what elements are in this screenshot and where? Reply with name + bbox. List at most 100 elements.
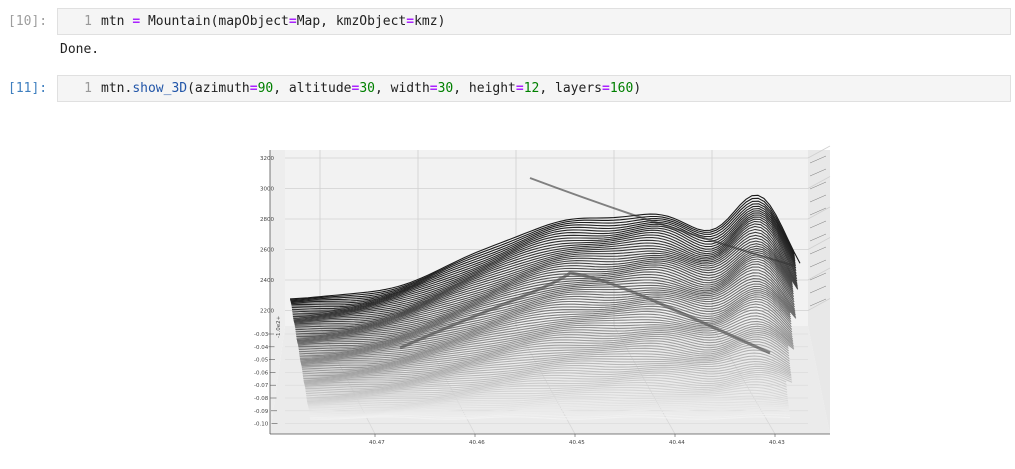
- code-token: 90: [257, 81, 274, 96]
- side-tick-mark: [809, 259, 827, 268]
- contour-layer: [308, 398, 789, 409]
- contour-layer: [309, 407, 790, 415]
- contour-layer: [292, 218, 797, 313]
- side-tick-mark: [809, 155, 827, 164]
- axes-ticks: 3200 3000 2800 2600 2400 2200 40.47 40.46 40.45 4…: [254, 150, 830, 446]
- z-tick-label: 3200: [260, 156, 274, 162]
- contour-layer: [299, 300, 793, 358]
- contour-layer: [301, 327, 795, 370]
- contour-layer: [302, 331, 789, 374]
- contour-layer: [299, 303, 793, 359]
- contour-layer: [290, 205, 796, 304]
- contour-layer: [306, 376, 787, 398]
- code-token: Mountain(mapObject: [140, 14, 289, 29]
- x-gridline-floor: [711, 325, 776, 435]
- z-gridline-side: [807, 145, 831, 159]
- code-token: 12: [523, 81, 540, 96]
- z-tick-label: 2400: [260, 278, 274, 284]
- contour-layer: [298, 285, 791, 346]
- x-tick-label: 40.47: [369, 440, 385, 446]
- contour-layer: [296, 260, 795, 336]
- contour-layer: [305, 363, 792, 389]
- contour-layer: [305, 371, 793, 396]
- contour-layer: [300, 318, 794, 365]
- code-token: mtn.: [101, 81, 133, 96]
- contour-layer: [290, 200, 795, 302]
- contour-layer: [304, 360, 792, 388]
- y-tick-label: -0.04: [254, 345, 269, 351]
- z-gridline-side: [807, 206, 831, 220]
- code-line[interactable]: mtn.show_3D(azimuth=90, altitude=30, wid…: [101, 81, 641, 97]
- side-pane: [808, 150, 830, 434]
- contour-layer: [298, 290, 791, 350]
- side-tick-mark: [809, 207, 827, 216]
- contour-layer: [299, 298, 792, 356]
- x-tick-label: 40.43: [769, 440, 785, 446]
- contour-layer: [304, 352, 791, 384]
- contour-layer: [291, 214, 797, 310]
- contour-layer: [296, 272, 796, 342]
- contour-layer: [296, 269, 796, 340]
- ridge-line: [529, 177, 796, 267]
- contour-layer: [307, 389, 788, 405]
- contour-layer: [292, 220, 797, 314]
- contour-layer: [296, 266, 795, 339]
- contour-layer: [302, 336, 790, 377]
- contour-layer: [302, 338, 790, 378]
- code-token: Map, kmzObject: [296, 14, 407, 29]
- line-number: 1: [84, 81, 92, 96]
- contour-layer: [303, 349, 791, 383]
- contour-layer: [293, 240, 793, 323]
- y-tick-label: -0.03: [254, 332, 269, 338]
- code-token: =: [132, 14, 141, 29]
- code-cell-input[interactable]: 1 mtn.show_3D(azimuth=90, altitude=30, w…: [57, 75, 1011, 102]
- code-token: mtn: [101, 14, 133, 29]
- cell-prompt: [10]:: [8, 14, 48, 29]
- contour-layer: [297, 278, 796, 344]
- code-token: (azimuth: [187, 81, 250, 96]
- mountain-surface: [289, 177, 801, 420]
- z-gridline-side: [807, 298, 831, 311]
- contour-layer: [294, 245, 793, 325]
- contour-layer: [300, 312, 793, 363]
- contour-layer: [303, 343, 790, 381]
- contour-layer: [305, 369, 792, 394]
- contour-layer: [306, 374, 787, 397]
- contour-layer: [307, 392, 788, 406]
- contour-layer: [307, 386, 788, 404]
- contour-layer: [295, 254, 794, 331]
- contour-layer: [299, 296, 792, 355]
- line-number: 1: [84, 14, 92, 29]
- contour-layer: [294, 249, 794, 328]
- code-cell-input[interactable]: 1 mtn = Mountain(mapObject=Map, kmzObjec…: [57, 8, 1011, 35]
- contour-layer: [293, 231, 798, 320]
- contour-layer: [301, 320, 794, 366]
- x-tick-label: 40.44: [669, 440, 685, 446]
- side-tick-mark: [809, 298, 827, 307]
- code-line[interactable]: mtn = Mountain(mapObject=Map, kmzObject=…: [101, 14, 445, 30]
- code-token: ): [633, 81, 642, 96]
- contour-layer: [293, 234, 799, 321]
- code-token: 160: [609, 81, 634, 96]
- y-axis-label: -1.0e2+: [276, 315, 282, 338]
- contour-layer: [297, 283, 797, 345]
- contour-layer: [297, 275, 796, 343]
- code-token: kmz): [414, 14, 446, 29]
- contour-layer: [305, 367, 792, 393]
- contour-layer: [290, 197, 795, 301]
- contour-layer: [307, 395, 789, 407]
- contour-layer: [295, 251, 794, 330]
- y-tick-label: -0.09: [254, 409, 269, 415]
- contour-layer: [303, 346, 791, 382]
- code-token: =: [249, 81, 258, 96]
- contour-layer: [297, 280, 797, 344]
- contour-layer: [306, 378, 787, 400]
- contour-layer: [304, 358, 791, 386]
- mountain-3d-plot: 3200 3000 2800 2600 2400 2200 40.47 40.46 40.45 4…: [254, 145, 831, 446]
- y-tick-label: -0.07: [254, 383, 269, 389]
- side-tick-mark: [809, 181, 827, 190]
- contour-layer: [293, 237, 799, 322]
- code-token: show_3D: [132, 81, 188, 96]
- contour-layer: [291, 212, 797, 308]
- contour-layer: [308, 404, 789, 413]
